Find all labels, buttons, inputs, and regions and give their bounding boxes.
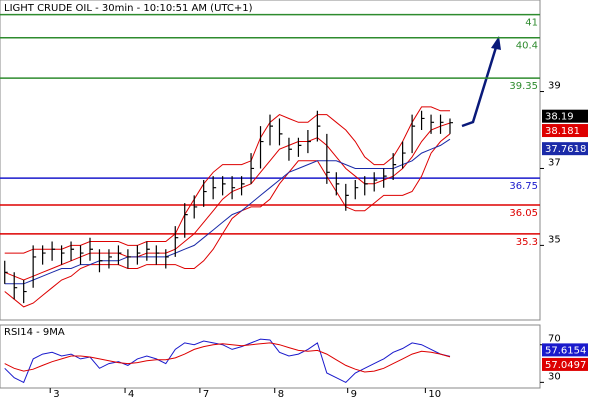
- ohlc-bar: [449, 118, 453, 134]
- ohlc-bar: [439, 114, 444, 134]
- ohlc-bar: [231, 176, 236, 200]
- ohlc-bar: [127, 249, 131, 269]
- ohlc-bar: [136, 245, 141, 265]
- x-tick-label: 9: [351, 389, 357, 400]
- x-tick-label: 3: [53, 389, 59, 400]
- ohlc-bar: [335, 172, 340, 196]
- ohlc-bar: [32, 245, 37, 288]
- ohlc-bar: [278, 118, 283, 146]
- price-box-label: 38.19: [545, 112, 574, 123]
- arrow: [461, 36, 501, 128]
- price-box-bg: [542, 109, 588, 123]
- ohlc-bar: [354, 180, 359, 200]
- ohlc-bar: [240, 176, 245, 196]
- ohlc-bar: [402, 141, 406, 169]
- ohlc-bar: [89, 237, 93, 261]
- ohlc-bar: [430, 114, 435, 134]
- x-tick-label: 7: [203, 389, 209, 400]
- series-line: [4, 133, 451, 308]
- ohlc-bar: [98, 249, 103, 273]
- x-tick-label: 10: [428, 389, 441, 400]
- ohlc-bar: [222, 176, 226, 196]
- y-tick-label: 37: [548, 157, 561, 168]
- ohlc-bar: [288, 137, 292, 161]
- ohlc-bar: [42, 245, 46, 265]
- price-box-bg: [542, 142, 588, 156]
- price-box-label: 37.7618: [545, 144, 586, 155]
- ohlc-bar: [259, 126, 264, 169]
- ohlc-bar: [13, 272, 18, 300]
- price-box-bg: [542, 124, 588, 138]
- ohlc-bar: [155, 245, 160, 265]
- price-box-label: 57.6154: [545, 345, 586, 356]
- ohlc-bar: [4, 260, 8, 284]
- y-tick-label: 70: [548, 334, 561, 345]
- ohlc-bar: [70, 241, 75, 261]
- price-box: 57.0497: [542, 357, 588, 371]
- y-tick-label: 30: [548, 371, 561, 382]
- level-label: 36.05: [509, 208, 538, 219]
- y-tick-label: 35: [548, 234, 561, 245]
- ohlc-bar: [383, 168, 387, 188]
- y-tick-label: 39: [548, 81, 561, 92]
- ohlc-bar: [307, 130, 311, 154]
- price-box: 57.6154: [542, 343, 588, 357]
- price-box-label: 57.0497: [545, 360, 586, 371]
- price-box-bg: [542, 357, 588, 371]
- level-label: 40.4: [516, 41, 538, 52]
- ohlc-bar: [420, 110, 425, 130]
- level-label: 39.35: [509, 81, 538, 92]
- x-tick-label: 8: [278, 389, 284, 400]
- ohlc-bar: [297, 137, 302, 157]
- level-label: 41: [525, 18, 538, 29]
- ohlc-bar: [364, 176, 368, 196]
- price-box-label: 38.181: [545, 126, 580, 137]
- series-line: [4, 122, 451, 281]
- ohlc-bar: [174, 226, 179, 257]
- ohlc-bar: [373, 172, 378, 192]
- ohlc-bar: [23, 280, 27, 304]
- price-box-bg: [542, 343, 588, 357]
- rsi-panel: [0, 324, 541, 389]
- ohlc-bar: [212, 176, 217, 200]
- series-line: [4, 342, 451, 373]
- x-tick-label: 4: [128, 389, 134, 400]
- ohlc-bar: [184, 203, 188, 238]
- series-line: [4, 106, 450, 254]
- level-label: 35.3: [516, 237, 538, 248]
- ohlc-bar: [117, 245, 122, 265]
- ohlc-bar: [193, 195, 198, 219]
- ohlc-bar: [250, 153, 255, 184]
- ohlc-bar: [108, 249, 112, 269]
- chart-title: LIGHT CRUDE OIL - 30min - 10:10:51 AM (U…: [4, 3, 253, 14]
- ohlc-bar: [411, 114, 416, 154]
- price-box: 37.7618: [542, 142, 588, 156]
- price-panel: [0, 0, 541, 321]
- ohlc-bar: [60, 245, 65, 265]
- ohlc-bar: [345, 183, 349, 211]
- level-label: 36.75: [509, 181, 538, 192]
- ohlc-bar: [392, 153, 397, 180]
- ohlc-bar: [269, 114, 273, 146]
- price-box: 38.19: [542, 109, 588, 123]
- ohlc-bar: [326, 133, 330, 184]
- series-line: [4, 338, 451, 384]
- ohlc-bar: [203, 180, 207, 207]
- ohlc-bar: [146, 241, 150, 261]
- ohlc-bar: [79, 245, 84, 265]
- rsi-title: RSI14 - 9MA: [4, 327, 65, 338]
- price-box: 38.181: [542, 124, 588, 137]
- ohlc-bar: [51, 241, 56, 261]
- series-line: [4, 138, 451, 285]
- ohlc-bar: [316, 110, 321, 142]
- ohlc-bar: [165, 249, 169, 269]
